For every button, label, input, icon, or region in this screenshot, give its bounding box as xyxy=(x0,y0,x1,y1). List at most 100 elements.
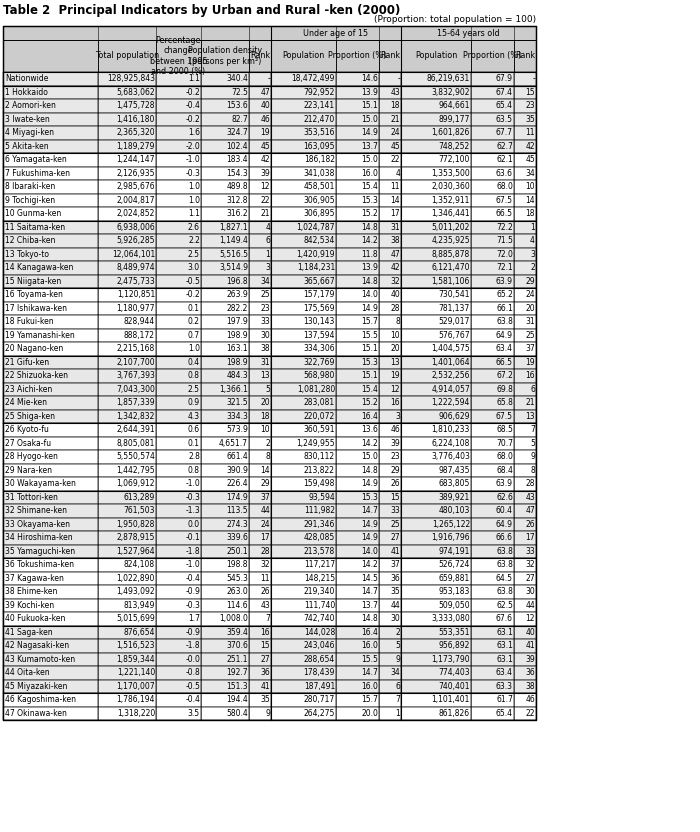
Text: 5,516.5: 5,516.5 xyxy=(219,250,248,259)
Bar xyxy=(401,247,471,261)
Text: 13.7: 13.7 xyxy=(361,141,378,151)
Text: -0.8: -0.8 xyxy=(186,668,200,677)
Bar xyxy=(336,288,379,301)
Text: 8,885,878: 8,885,878 xyxy=(432,250,470,259)
Text: 576,767: 576,767 xyxy=(438,331,470,339)
Text: 6,938,006: 6,938,006 xyxy=(116,223,155,232)
Text: 29: 29 xyxy=(260,479,270,488)
Text: 198.8: 198.8 xyxy=(227,560,248,569)
Text: 12: 12 xyxy=(391,384,400,394)
Bar xyxy=(156,666,201,680)
Bar xyxy=(514,693,536,706)
Text: 9: 9 xyxy=(530,453,535,461)
Bar xyxy=(201,598,249,612)
Bar xyxy=(201,315,249,329)
Text: -: - xyxy=(532,74,535,83)
Text: 63.4: 63.4 xyxy=(496,668,513,677)
Bar xyxy=(336,99,379,112)
Text: 43: 43 xyxy=(260,601,270,610)
Bar xyxy=(98,112,156,126)
Text: 553,351: 553,351 xyxy=(438,628,470,636)
Text: 12: 12 xyxy=(260,182,270,191)
Bar xyxy=(3,355,98,369)
Text: 15: 15 xyxy=(526,87,535,97)
Bar xyxy=(379,450,401,463)
Bar xyxy=(471,639,514,652)
Text: 86,219,631: 86,219,631 xyxy=(427,74,470,83)
Bar xyxy=(3,40,98,72)
Bar xyxy=(471,126,514,140)
Bar xyxy=(379,437,401,450)
Text: 13: 13 xyxy=(260,371,270,380)
Bar xyxy=(271,383,336,396)
Bar xyxy=(98,72,156,86)
Bar xyxy=(3,99,98,112)
Bar xyxy=(3,383,98,396)
Bar xyxy=(271,706,336,720)
Text: 243,046: 243,046 xyxy=(304,641,335,651)
Bar xyxy=(401,423,471,437)
Text: 39 Kochi-ken: 39 Kochi-ken xyxy=(5,601,54,610)
Text: 62.1: 62.1 xyxy=(496,156,513,164)
Text: 111,740: 111,740 xyxy=(304,601,335,610)
Text: 62.7: 62.7 xyxy=(496,141,513,151)
Text: 7: 7 xyxy=(530,425,535,434)
Bar xyxy=(249,639,271,652)
Text: 18: 18 xyxy=(391,102,400,111)
Text: 44: 44 xyxy=(525,601,535,610)
Bar xyxy=(401,220,471,234)
Text: 42 Nagasaki-ken: 42 Nagasaki-ken xyxy=(5,641,69,651)
Bar xyxy=(514,247,536,261)
Text: 3.5: 3.5 xyxy=(188,709,200,718)
Bar xyxy=(249,86,271,99)
Text: 14.6: 14.6 xyxy=(361,74,378,83)
Text: 1,180,977: 1,180,977 xyxy=(116,304,155,313)
Bar xyxy=(98,261,156,275)
Text: 67.4: 67.4 xyxy=(496,87,513,97)
Text: 659,881: 659,881 xyxy=(439,574,470,582)
Text: 36: 36 xyxy=(525,668,535,677)
Text: -1.0: -1.0 xyxy=(186,156,200,164)
Bar xyxy=(471,99,514,112)
Bar xyxy=(401,626,471,639)
Bar xyxy=(336,247,379,261)
Text: 0.2: 0.2 xyxy=(188,317,200,326)
Text: 291,346: 291,346 xyxy=(304,520,335,529)
Bar xyxy=(379,706,401,720)
Text: 15: 15 xyxy=(260,641,270,651)
Text: 4,235,925: 4,235,925 xyxy=(431,236,470,245)
Bar xyxy=(401,315,471,329)
Text: 1,516,523: 1,516,523 xyxy=(116,641,155,651)
Bar xyxy=(514,544,536,558)
Bar xyxy=(514,72,536,86)
Bar xyxy=(271,126,336,140)
Text: 288,654: 288,654 xyxy=(304,655,335,664)
Bar xyxy=(514,598,536,612)
Bar xyxy=(271,40,336,72)
Bar xyxy=(271,680,336,693)
Bar xyxy=(156,288,201,301)
Bar xyxy=(401,194,471,207)
Bar xyxy=(401,544,471,558)
Text: 14.2: 14.2 xyxy=(361,438,378,448)
Bar xyxy=(336,572,379,585)
Bar xyxy=(471,626,514,639)
Bar xyxy=(471,86,514,99)
Bar xyxy=(98,153,156,166)
Text: 32: 32 xyxy=(391,277,400,285)
Text: 41: 41 xyxy=(526,641,535,651)
Bar xyxy=(156,423,201,437)
Text: 64.5: 64.5 xyxy=(496,574,513,582)
Bar xyxy=(3,315,98,329)
Text: Nationwide: Nationwide xyxy=(5,74,48,83)
Text: 31: 31 xyxy=(526,317,535,326)
Bar xyxy=(249,437,271,450)
Bar xyxy=(336,518,379,531)
Text: 22: 22 xyxy=(526,709,535,718)
Text: 33: 33 xyxy=(391,506,400,515)
Bar xyxy=(514,329,536,342)
Text: 13 Tokyo-to: 13 Tokyo-to xyxy=(5,250,49,259)
Bar xyxy=(401,99,471,112)
Text: 2,024,852: 2,024,852 xyxy=(117,210,155,218)
Text: 15.4: 15.4 xyxy=(361,384,378,394)
